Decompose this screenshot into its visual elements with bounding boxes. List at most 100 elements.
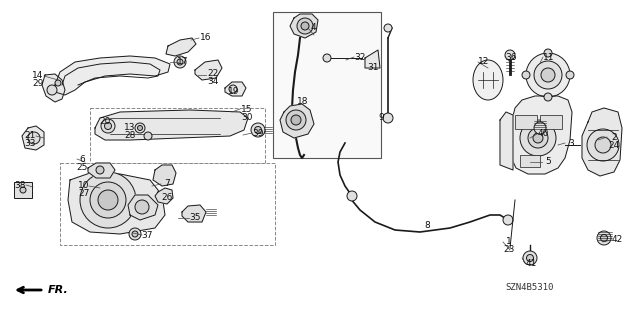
Ellipse shape [473, 60, 503, 100]
Circle shape [544, 93, 552, 101]
Text: 30: 30 [241, 113, 253, 122]
Text: 17: 17 [177, 57, 189, 66]
Text: 16: 16 [200, 33, 212, 42]
Circle shape [90, 182, 126, 218]
Text: FR.: FR. [48, 285, 68, 295]
Text: 8: 8 [424, 221, 430, 231]
Text: 34: 34 [207, 78, 219, 86]
Text: 5: 5 [545, 158, 551, 167]
Text: 41: 41 [525, 258, 537, 268]
Circle shape [301, 22, 309, 30]
Circle shape [534, 122, 546, 134]
Text: 31: 31 [367, 63, 379, 72]
Polygon shape [128, 195, 158, 220]
Circle shape [566, 71, 574, 79]
Circle shape [98, 190, 118, 210]
Circle shape [135, 200, 149, 214]
Circle shape [347, 191, 357, 201]
Circle shape [144, 132, 152, 140]
Polygon shape [153, 165, 176, 186]
Text: 18: 18 [297, 98, 308, 107]
Polygon shape [55, 56, 170, 95]
Text: 21: 21 [24, 131, 36, 140]
Circle shape [47, 85, 57, 95]
Text: 38: 38 [14, 181, 26, 189]
Circle shape [138, 125, 143, 130]
Text: 42: 42 [611, 235, 623, 244]
Text: 22: 22 [207, 70, 219, 78]
Polygon shape [166, 38, 196, 56]
Circle shape [384, 24, 392, 32]
Polygon shape [42, 74, 65, 102]
Text: 23: 23 [503, 246, 515, 255]
Circle shape [177, 59, 183, 65]
Text: 14: 14 [32, 71, 44, 80]
Bar [515, 115, 537, 129]
Text: 29: 29 [32, 79, 44, 88]
Polygon shape [68, 173, 165, 234]
Text: 28: 28 [124, 130, 136, 139]
Circle shape [600, 234, 607, 241]
Circle shape [104, 122, 111, 130]
Text: 15: 15 [241, 105, 253, 114]
Circle shape [28, 132, 40, 144]
Bar [14, 182, 32, 198]
Circle shape [55, 80, 61, 86]
Text: 19: 19 [228, 87, 240, 97]
Circle shape [534, 61, 562, 89]
Polygon shape [225, 82, 246, 96]
Circle shape [541, 68, 555, 82]
Polygon shape [500, 112, 513, 170]
Text: 33: 33 [24, 139, 36, 149]
Bar [520, 155, 540, 167]
Text: 11: 11 [543, 53, 555, 62]
Polygon shape [182, 205, 206, 222]
Circle shape [174, 56, 186, 68]
Text: 7: 7 [164, 179, 170, 188]
Circle shape [20, 187, 26, 193]
Circle shape [323, 54, 331, 62]
Circle shape [80, 172, 136, 228]
Text: 39: 39 [252, 129, 264, 137]
Circle shape [135, 123, 145, 133]
Text: 27: 27 [78, 189, 90, 198]
Circle shape [383, 113, 393, 123]
Text: SZN4B5310: SZN4B5310 [506, 284, 554, 293]
Text: 3: 3 [568, 138, 574, 147]
Circle shape [132, 231, 138, 237]
Polygon shape [508, 96, 572, 174]
Circle shape [523, 251, 537, 265]
Polygon shape [155, 188, 173, 204]
Polygon shape [95, 110, 248, 140]
Circle shape [503, 215, 513, 225]
Circle shape [229, 85, 237, 93]
Text: 26: 26 [161, 192, 173, 202]
Polygon shape [290, 14, 318, 38]
Text: 36: 36 [505, 53, 516, 62]
Circle shape [595, 137, 611, 153]
Text: 25: 25 [76, 162, 88, 172]
Circle shape [544, 49, 552, 57]
Circle shape [520, 120, 556, 156]
Circle shape [527, 255, 534, 262]
Polygon shape [582, 108, 622, 176]
Bar [90, 108, 265, 163]
Polygon shape [22, 126, 44, 150]
Text: 1: 1 [506, 238, 512, 247]
Text: 9: 9 [378, 114, 384, 122]
Text: 2: 2 [611, 132, 617, 142]
Text: 6: 6 [79, 154, 85, 164]
Text: 20: 20 [99, 117, 111, 127]
Circle shape [96, 166, 104, 174]
Text: 40: 40 [538, 130, 548, 138]
Circle shape [533, 133, 543, 143]
Text: 37: 37 [141, 231, 153, 240]
Circle shape [129, 228, 141, 240]
Circle shape [286, 110, 306, 130]
Bar [60, 163, 275, 245]
Circle shape [251, 123, 265, 137]
Polygon shape [88, 163, 115, 178]
Circle shape [101, 119, 115, 133]
Text: 13: 13 [124, 122, 136, 131]
Polygon shape [195, 60, 222, 80]
